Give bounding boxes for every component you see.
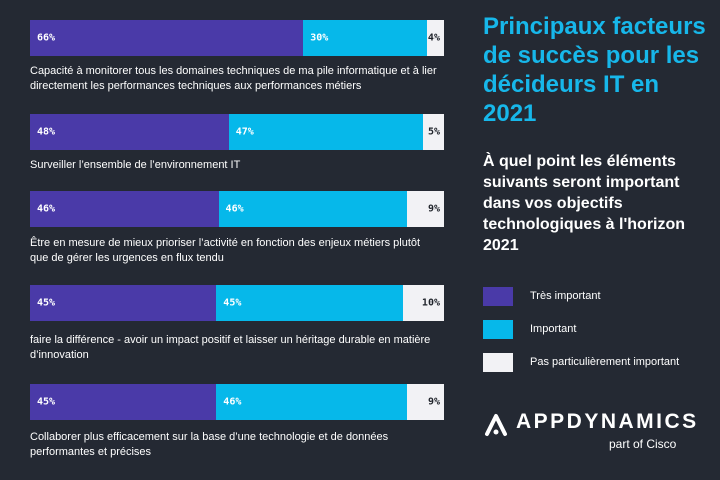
bar-segment-pas-important: 9% [407, 191, 444, 227]
legend-swatch-tres-important [483, 287, 513, 306]
data-label: 48% [37, 126, 56, 138]
data-label: 46% [223, 396, 242, 408]
data-label: 10% [421, 297, 440, 309]
category-label: Être en mesure de mieux prioriser l’acti… [30, 237, 421, 264]
bar-segment-important: 46% [216, 384, 407, 420]
logo-subtitle: part of Cisco [609, 437, 677, 451]
data-label: 5% [427, 126, 440, 138]
bar-segment-important: 30% [303, 20, 428, 56]
appdynamics-logo: APPDYNAMICS part of Cisco [483, 410, 713, 460]
appdynamics-logo-icon [485, 414, 507, 436]
chart-title: Principaux facteurs de succès pour les d… [483, 13, 706, 127]
legend-item-tres-important: Très important [483, 287, 713, 307]
bar-segment-important: 46% [218, 191, 408, 227]
legend-item-pas-important: Pas particulièrement important [483, 353, 713, 373]
data-label: 46% [37, 203, 56, 215]
data-label: 9% [427, 203, 440, 215]
data-label: 30% [310, 32, 329, 44]
category-label: faire la différence - avoir un impact po… [30, 334, 431, 361]
bar-segment-important: 47% [228, 114, 424, 150]
data-label: 45% [223, 297, 242, 309]
category-label: Surveiller l’ensemble de l’environnement… [30, 159, 241, 171]
legend-swatch-important [483, 320, 513, 339]
data-label: 45% [37, 297, 56, 309]
bar-segment-important: 45% [216, 285, 403, 321]
bar-segment-tres-important: 48% [30, 114, 229, 150]
bar-segment-pas-important: 10% [402, 285, 444, 321]
bar-segment-tres-important: 45% [30, 285, 217, 321]
bar-row-4: 45% 45% 10% [30, 285, 444, 321]
data-label: 66% [37, 32, 56, 44]
legend-item-important: Important [483, 320, 713, 340]
bar-segment-tres-important: 45% [30, 384, 217, 420]
bar-segment-tres-important: 66% [30, 20, 304, 56]
logo-name: APPDYNAMICS [516, 410, 699, 433]
bar-row-2: 48% 47% 5% [30, 114, 444, 150]
category-label: Collaborer plus efficacement sur la base… [30, 431, 389, 458]
data-label: 47% [235, 126, 254, 138]
category-label: Capacité à monitorer tous les domaines t… [30, 65, 437, 92]
chart-subtitle: À quel point les éléments suivants seron… [483, 153, 686, 254]
bar-row-1: 66% 30% 4% [30, 20, 444, 56]
stacked-bar-chart: 66% 30% 4% Capacité à monitorer tous les do… [30, 20, 444, 458]
bar-row-3: 46% 46% 9% [30, 191, 444, 227]
bar-segment-tres-important: 46% [30, 191, 219, 227]
bar-segment-pas-important: 9% [406, 384, 444, 420]
data-label: 9% [427, 396, 440, 408]
legend-swatch-pas-important [483, 353, 513, 372]
data-label: 45% [37, 396, 56, 408]
legend-label-tres-important: Très important [530, 290, 601, 302]
data-label: 4% [427, 32, 440, 44]
bar-row-5: 45% 46% 9% [30, 384, 444, 420]
legend-label-important: Important [530, 323, 577, 335]
bar-segment-pas-important: 4% [427, 20, 444, 56]
data-label: 46% [225, 203, 244, 215]
legend-label-pas-important: Pas particulièrement important [530, 356, 680, 368]
bar-segment-pas-important: 5% [423, 114, 444, 150]
